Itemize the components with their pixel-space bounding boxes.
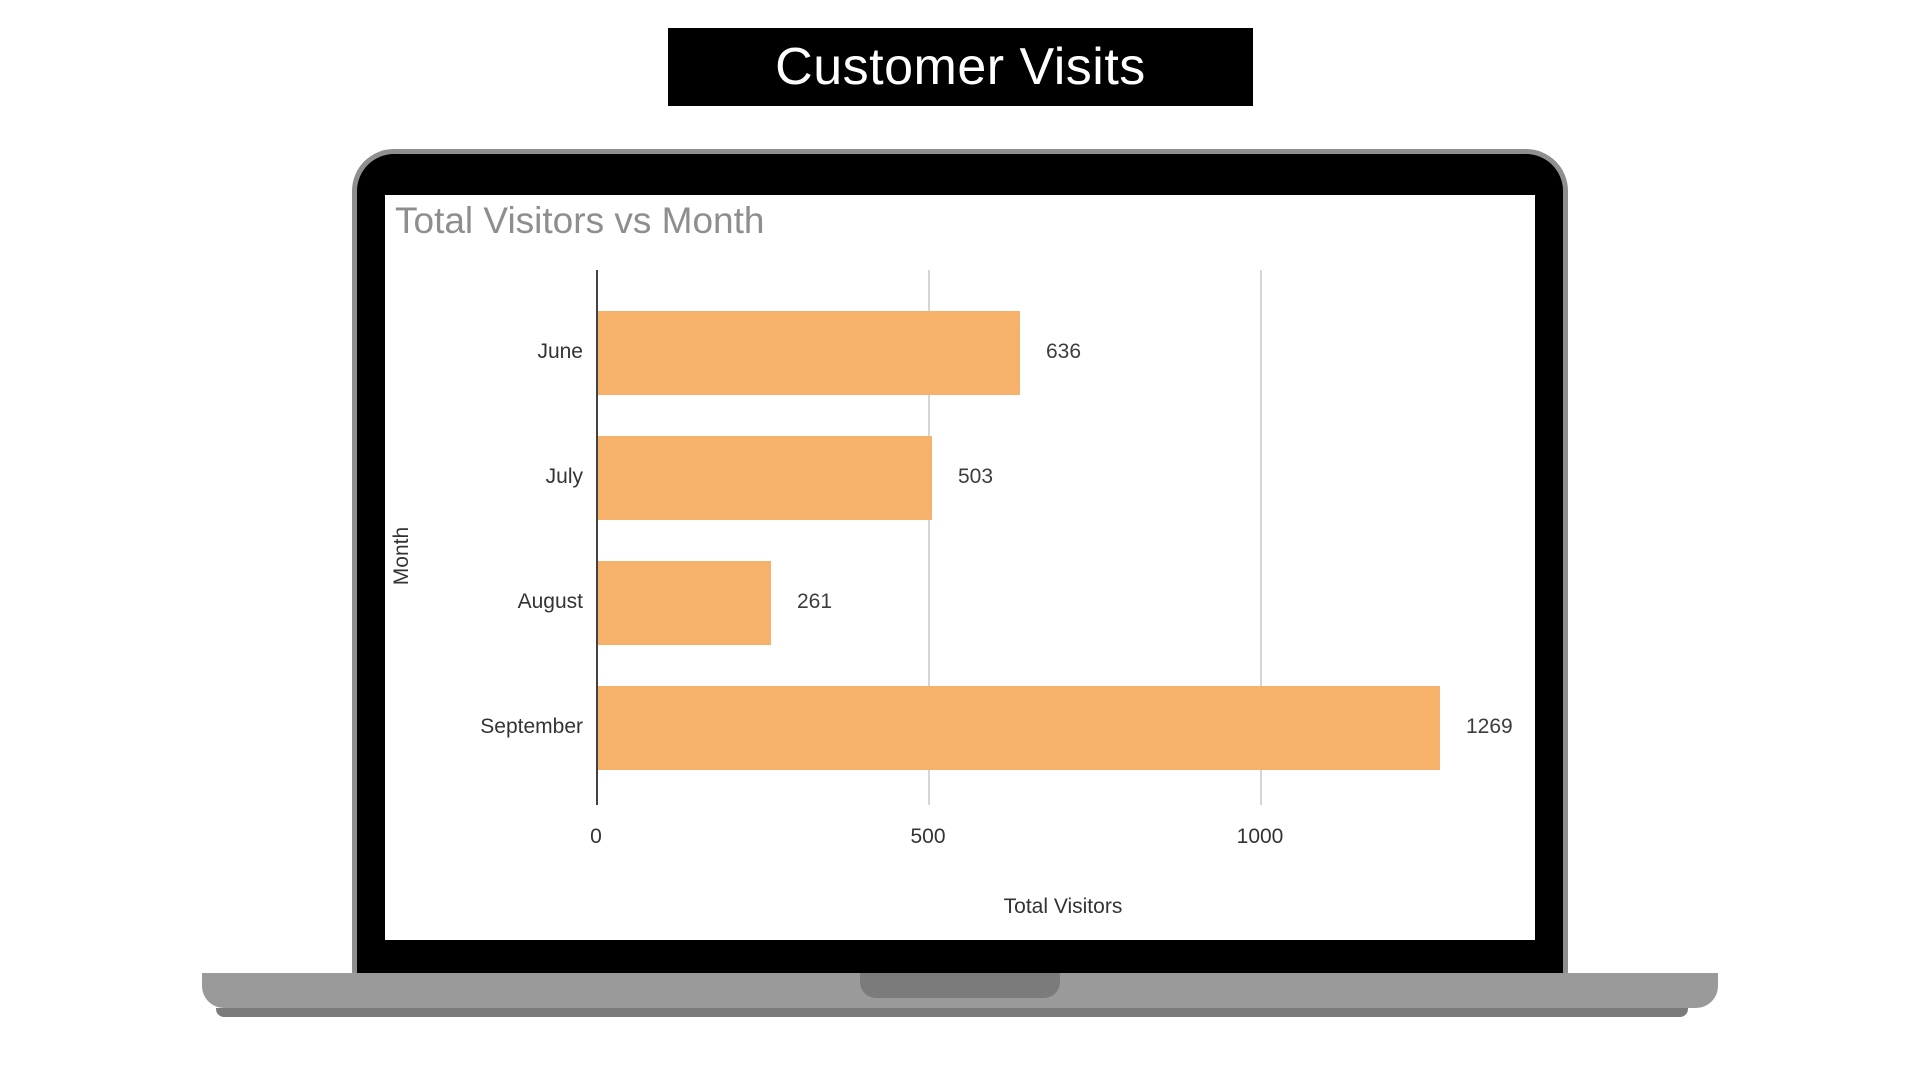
bar-value-label: 503 xyxy=(958,464,994,488)
laptop-screen-content: Total Visitors vs Month 0 500 1000 June 636 J… xyxy=(385,195,1535,940)
laptop-base xyxy=(202,973,1718,1008)
page-title-banner: Customer Visits xyxy=(668,28,1253,106)
bar-value-label: 1269 xyxy=(1466,714,1513,738)
category-label: September xyxy=(480,714,583,738)
gridline xyxy=(928,270,930,805)
x-tick-label: 500 xyxy=(910,825,946,848)
chart-plot: 0 500 1000 June 636 July 503 August 261 September… xyxy=(385,195,1535,940)
bar xyxy=(598,560,771,645)
x-tick-label: 1000 xyxy=(1236,825,1284,848)
category-label: August xyxy=(517,589,583,613)
laptop-base-notch xyxy=(860,973,1060,998)
chart-title: Total Visitors vs Month xyxy=(395,200,765,241)
page-title: Customer Visits xyxy=(775,38,1146,96)
bar xyxy=(598,435,932,520)
laptop-screen: Total Visitors vs Month 0 500 1000 June 636 J… xyxy=(352,149,1568,973)
x-tick-label: 0 xyxy=(590,825,602,848)
bar-value-label: 636 xyxy=(1046,339,1082,363)
x-axis-title: Total Visitors xyxy=(1003,895,1123,918)
y-axis-line xyxy=(596,270,598,805)
y-axis-title: Month xyxy=(390,526,413,586)
category-label: June xyxy=(537,339,583,363)
laptop-base-edge xyxy=(216,1008,1688,1017)
gridline xyxy=(1260,270,1262,805)
bar xyxy=(598,685,1440,770)
bar-value-label: 261 xyxy=(797,589,833,613)
bar xyxy=(598,310,1020,395)
category-label: July xyxy=(545,464,583,488)
chart: Total Visitors vs Month 0 500 1000 June 636 J… xyxy=(385,195,1535,940)
